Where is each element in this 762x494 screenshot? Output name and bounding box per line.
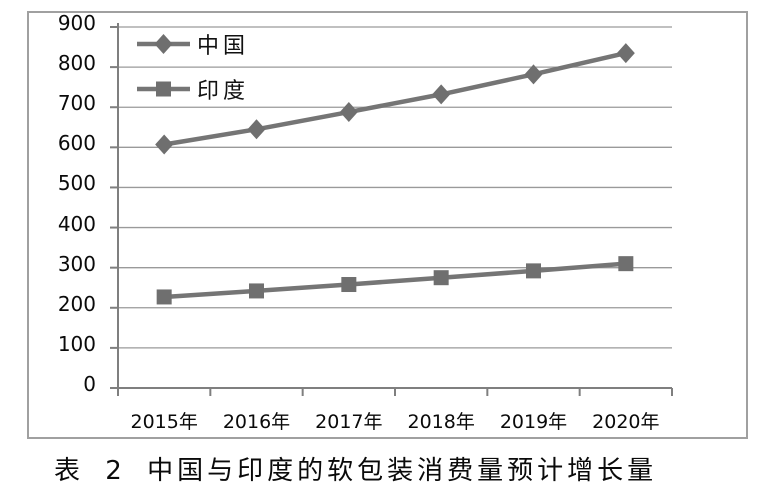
x-axis-tick-label-5: 2019年 xyxy=(499,411,568,433)
marker-diamond-china-2016年 xyxy=(247,119,266,140)
chart-frame xyxy=(27,11,748,439)
china-line-diamond-icon xyxy=(137,33,190,54)
legend-label-india: 印度 xyxy=(197,78,250,104)
marker-diamond-china-2018年 xyxy=(432,84,451,105)
x-axis-tick-label-2: 2016年 xyxy=(222,411,291,433)
marker-square-india-2017年 xyxy=(341,277,357,293)
legend-item-india: 印度 xyxy=(137,66,249,111)
y-axis-tick-label-800: 800 xyxy=(57,51,96,76)
marker-square-india-2015年 xyxy=(156,289,172,305)
series-line-india xyxy=(164,261,627,300)
y-axis-tick-label-400: 400 xyxy=(57,211,96,236)
legend-label-china: 中国 xyxy=(197,33,250,59)
marker-diamond-china-2015年 xyxy=(155,134,174,155)
marker-square-india-2020年 xyxy=(618,256,634,272)
y-axis-tick-label-100: 100 xyxy=(57,331,96,356)
x-axis-tick-label-4: 2018年 xyxy=(407,411,475,433)
marker-square-india-2018年 xyxy=(433,270,449,286)
chart-caption: 表 2 中国与印度的软包装消费量预计增长量 xyxy=(54,456,658,486)
legend: 中国 印度 xyxy=(137,21,249,111)
x-axis-tick-label-6: 2020年 xyxy=(592,411,660,433)
series-line-china xyxy=(163,50,627,147)
x-axis-tick-label-1: 2015年 xyxy=(130,411,198,433)
y-axis-tick-label-600: 600 xyxy=(57,131,96,156)
marker-diamond-china-2019年 xyxy=(524,64,543,85)
y-axis-tick-label-700: 700 xyxy=(57,91,96,116)
x-axis-tick-label-3: 2017年 xyxy=(315,411,383,433)
marker-diamond-china-2017年 xyxy=(339,102,358,123)
india-line-square-icon xyxy=(137,81,190,96)
marker-diamond-china-2020年 xyxy=(616,43,635,64)
marker-square-india-2019年 xyxy=(526,263,541,279)
y-axis-tick-label-500: 500 xyxy=(57,171,96,196)
y-axis-tick-label-900: 900 xyxy=(57,11,96,35)
y-axis-tick-label-200: 200 xyxy=(57,291,96,316)
marker-square-india-2016年 xyxy=(249,283,264,299)
y-axis-tick-label-300: 300 xyxy=(57,251,96,276)
y-axis-tick-label-0: 0 xyxy=(83,372,96,396)
legend-item-china: 中国 xyxy=(137,21,249,66)
